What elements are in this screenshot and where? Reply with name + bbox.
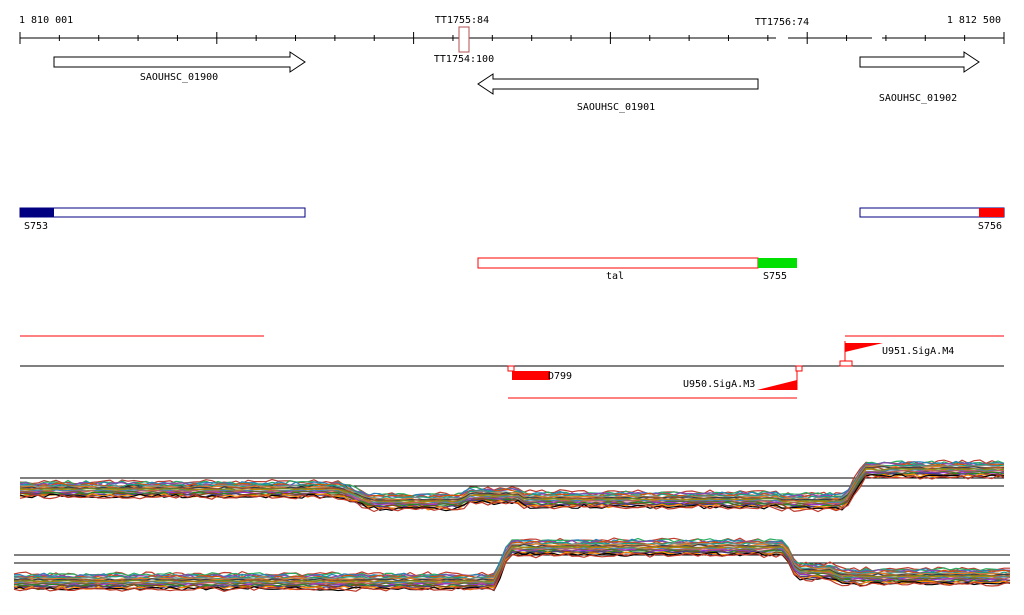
u951-wedge[interactable] (845, 343, 883, 352)
segment-track: S753 S756 tal S755 (19, 207, 1005, 282)
segment-s755-fill (758, 258, 797, 268)
terminator-tt1756-gap (776, 31, 788, 41)
u951-label: U951.SigA.M4 (882, 346, 954, 357)
d799-label: D799 (548, 371, 572, 382)
expression-lower-trace (13, 539, 1011, 579)
u951-tick (839, 360, 853, 367)
gene-01901-label: SAOUHSC_01901 (577, 102, 655, 113)
expression-track-lower (13, 537, 1011, 593)
segment-s755-label: S755 (763, 271, 787, 282)
gene-01900-label: SAOUHSC_01900 (140, 72, 218, 83)
expression-lower-trace (13, 550, 1011, 590)
d799-left-tick (507, 365, 515, 372)
ruler-end-label: 1 812 500 (947, 15, 1001, 26)
ruler-gap-right (872, 31, 882, 41)
terminator-tt1756-label: TT1756:74 (755, 17, 809, 28)
segment-tal-label: tal (606, 271, 624, 282)
expression-lower-trace (13, 545, 1011, 583)
u950-right-tick (795, 365, 803, 372)
terminator-tt1754-label: TT1754:100 (434, 54, 494, 65)
ruler-start-label: 1 810 001 (19, 15, 73, 26)
expression-track-upper (19, 459, 1005, 513)
gene-01902-arrow[interactable] (859, 51, 980, 73)
coordinate-ruler: 1 810 001 1 812 500 TT1755:84 TT1754:100… (19, 15, 1005, 65)
terminator-tt1754-marker[interactable] (458, 26, 470, 53)
gene-01900-arrow[interactable] (53, 51, 306, 73)
u950-label: U950.SigA.M3 (683, 379, 755, 390)
expression-upper-trace (19, 474, 1005, 513)
gene-track: SAOUHSC_01900 SAOUHSC_01901 SAOUHSC_0190… (53, 51, 980, 113)
expression-lower-trace (13, 540, 1011, 580)
expression-lower-trace (13, 544, 1011, 583)
ruler-ticks (19, 32, 1005, 44)
expression-upper-trace (19, 472, 1005, 509)
segment-s756-label: S756 (978, 221, 1002, 232)
expression-upper-trace (19, 467, 1005, 503)
segment-s753-box[interactable] (19, 207, 306, 218)
gene-01901-arrow[interactable] (477, 73, 759, 95)
feature-track: D799 U950.SigA.M3 U951.SigA.M4 (20, 335, 1004, 399)
terminator-tt1755-label: TT1755:84 (435, 15, 489, 26)
u950-wedge[interactable] (757, 380, 797, 390)
d799-block[interactable] (512, 371, 550, 380)
expression-lower-trace (13, 549, 1011, 588)
segment-s753-fill (20, 208, 54, 217)
gene-01902-label: SAOUHSC_01902 (879, 93, 957, 104)
expression-upper-trace (19, 469, 1004, 505)
segment-s756-fill (979, 208, 1004, 217)
segment-s755-box[interactable] (477, 257, 759, 269)
expression-lower-trace (13, 552, 1011, 593)
segment-s753-label: S753 (24, 221, 48, 232)
